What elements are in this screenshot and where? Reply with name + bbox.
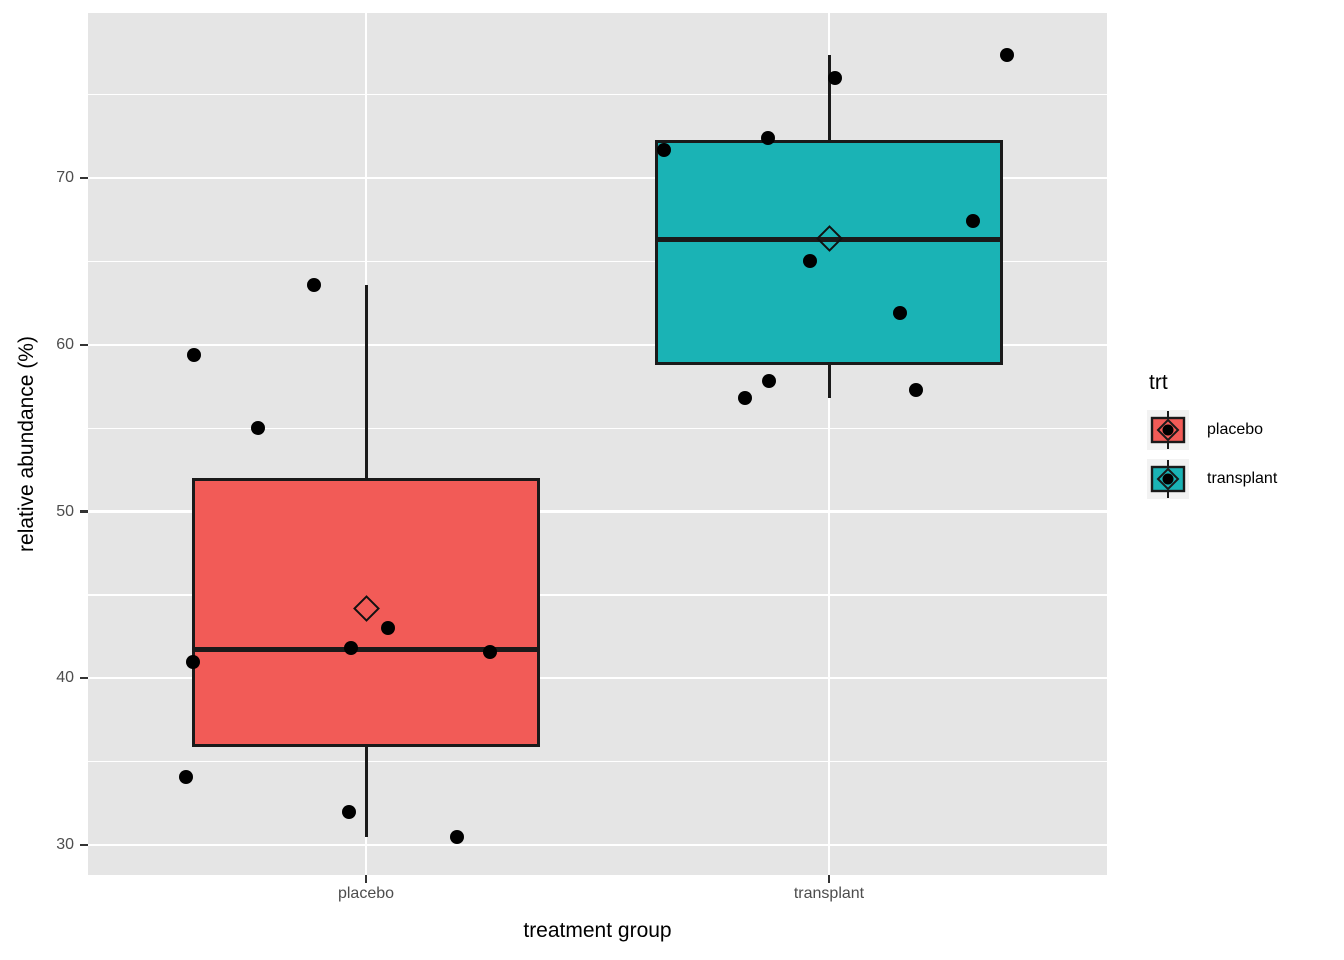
y-axis-tick bbox=[80, 677, 88, 680]
jitter-point bbox=[307, 277, 321, 292]
legend-item: placebo bbox=[1147, 410, 1342, 450]
boxplot-median-line bbox=[655, 237, 1003, 243]
jitter-point bbox=[893, 306, 907, 321]
boxplot-box bbox=[192, 478, 540, 747]
y-axis-tick bbox=[80, 843, 88, 847]
y-tick-label: 60 bbox=[56, 335, 74, 353]
jitter-point bbox=[381, 621, 395, 636]
boxplot-median-line bbox=[192, 647, 540, 653]
y-tick-label: 30 bbox=[56, 835, 74, 853]
jitter-point bbox=[187, 347, 201, 362]
boxplot-key-icon bbox=[1147, 459, 1189, 499]
legend-item: transplant bbox=[1147, 459, 1342, 499]
gridline-minor bbox=[88, 427, 1107, 429]
jitter-point bbox=[186, 654, 200, 669]
jitter-point bbox=[762, 374, 776, 389]
y-tick-label: 70 bbox=[56, 169, 74, 187]
gridline-major bbox=[88, 343, 1107, 346]
boxplot-box bbox=[655, 139, 1003, 365]
jitter-point bbox=[761, 131, 775, 146]
x-axis-tick bbox=[827, 875, 831, 883]
gridline-minor bbox=[88, 761, 1107, 763]
y-axis-tick bbox=[80, 510, 88, 513]
legend-item-label: placebo bbox=[1207, 421, 1264, 438]
jitter-point bbox=[909, 382, 923, 397]
boxplot-upper-whisker bbox=[827, 54, 831, 140]
jitter-point bbox=[344, 641, 358, 656]
jitter-point bbox=[803, 254, 817, 269]
boxplot-upper-whisker bbox=[364, 284, 368, 479]
gridline-minor bbox=[88, 94, 1107, 96]
jitter-point bbox=[657, 142, 671, 157]
x-tick-label: transplant bbox=[793, 885, 865, 902]
x-axis-title: treatment group bbox=[523, 919, 672, 942]
jitter-point bbox=[251, 421, 265, 436]
jitter-point bbox=[738, 391, 752, 406]
gridline-major bbox=[88, 510, 1107, 513]
jitter-point bbox=[450, 829, 464, 844]
y-axis-tick bbox=[80, 343, 88, 346]
gridline-minor bbox=[88, 260, 1107, 263]
gridline-major bbox=[88, 176, 1107, 180]
legend-title: trt bbox=[1149, 371, 1168, 394]
boxplot-lower-whisker bbox=[827, 364, 831, 399]
boxplot-key-icon bbox=[1147, 410, 1189, 450]
jitter-point bbox=[483, 644, 497, 659]
jitter-point bbox=[179, 769, 193, 784]
y-axis-tick bbox=[80, 176, 88, 180]
jitter-point bbox=[828, 71, 842, 86]
gridline-vertical bbox=[827, 13, 831, 875]
legend-rows: placebo transplant bbox=[1147, 410, 1342, 499]
y-tick-label: 40 bbox=[56, 669, 74, 687]
gridline-major bbox=[88, 677, 1107, 680]
boxplot-lower-whisker bbox=[364, 746, 368, 837]
x-axis-tick bbox=[364, 875, 368, 883]
jitter-point bbox=[966, 214, 980, 229]
gridline-major bbox=[88, 843, 1107, 847]
y-tick-label: 50 bbox=[56, 502, 74, 520]
legend-item-label: transplant bbox=[1207, 470, 1278, 487]
gridline-minor bbox=[88, 594, 1107, 596]
jitter-point bbox=[1000, 47, 1014, 62]
legend: trt placebo transplant bbox=[1147, 371, 1342, 508]
jitter-point bbox=[342, 804, 356, 819]
x-tick-label: placebo bbox=[337, 885, 395, 902]
